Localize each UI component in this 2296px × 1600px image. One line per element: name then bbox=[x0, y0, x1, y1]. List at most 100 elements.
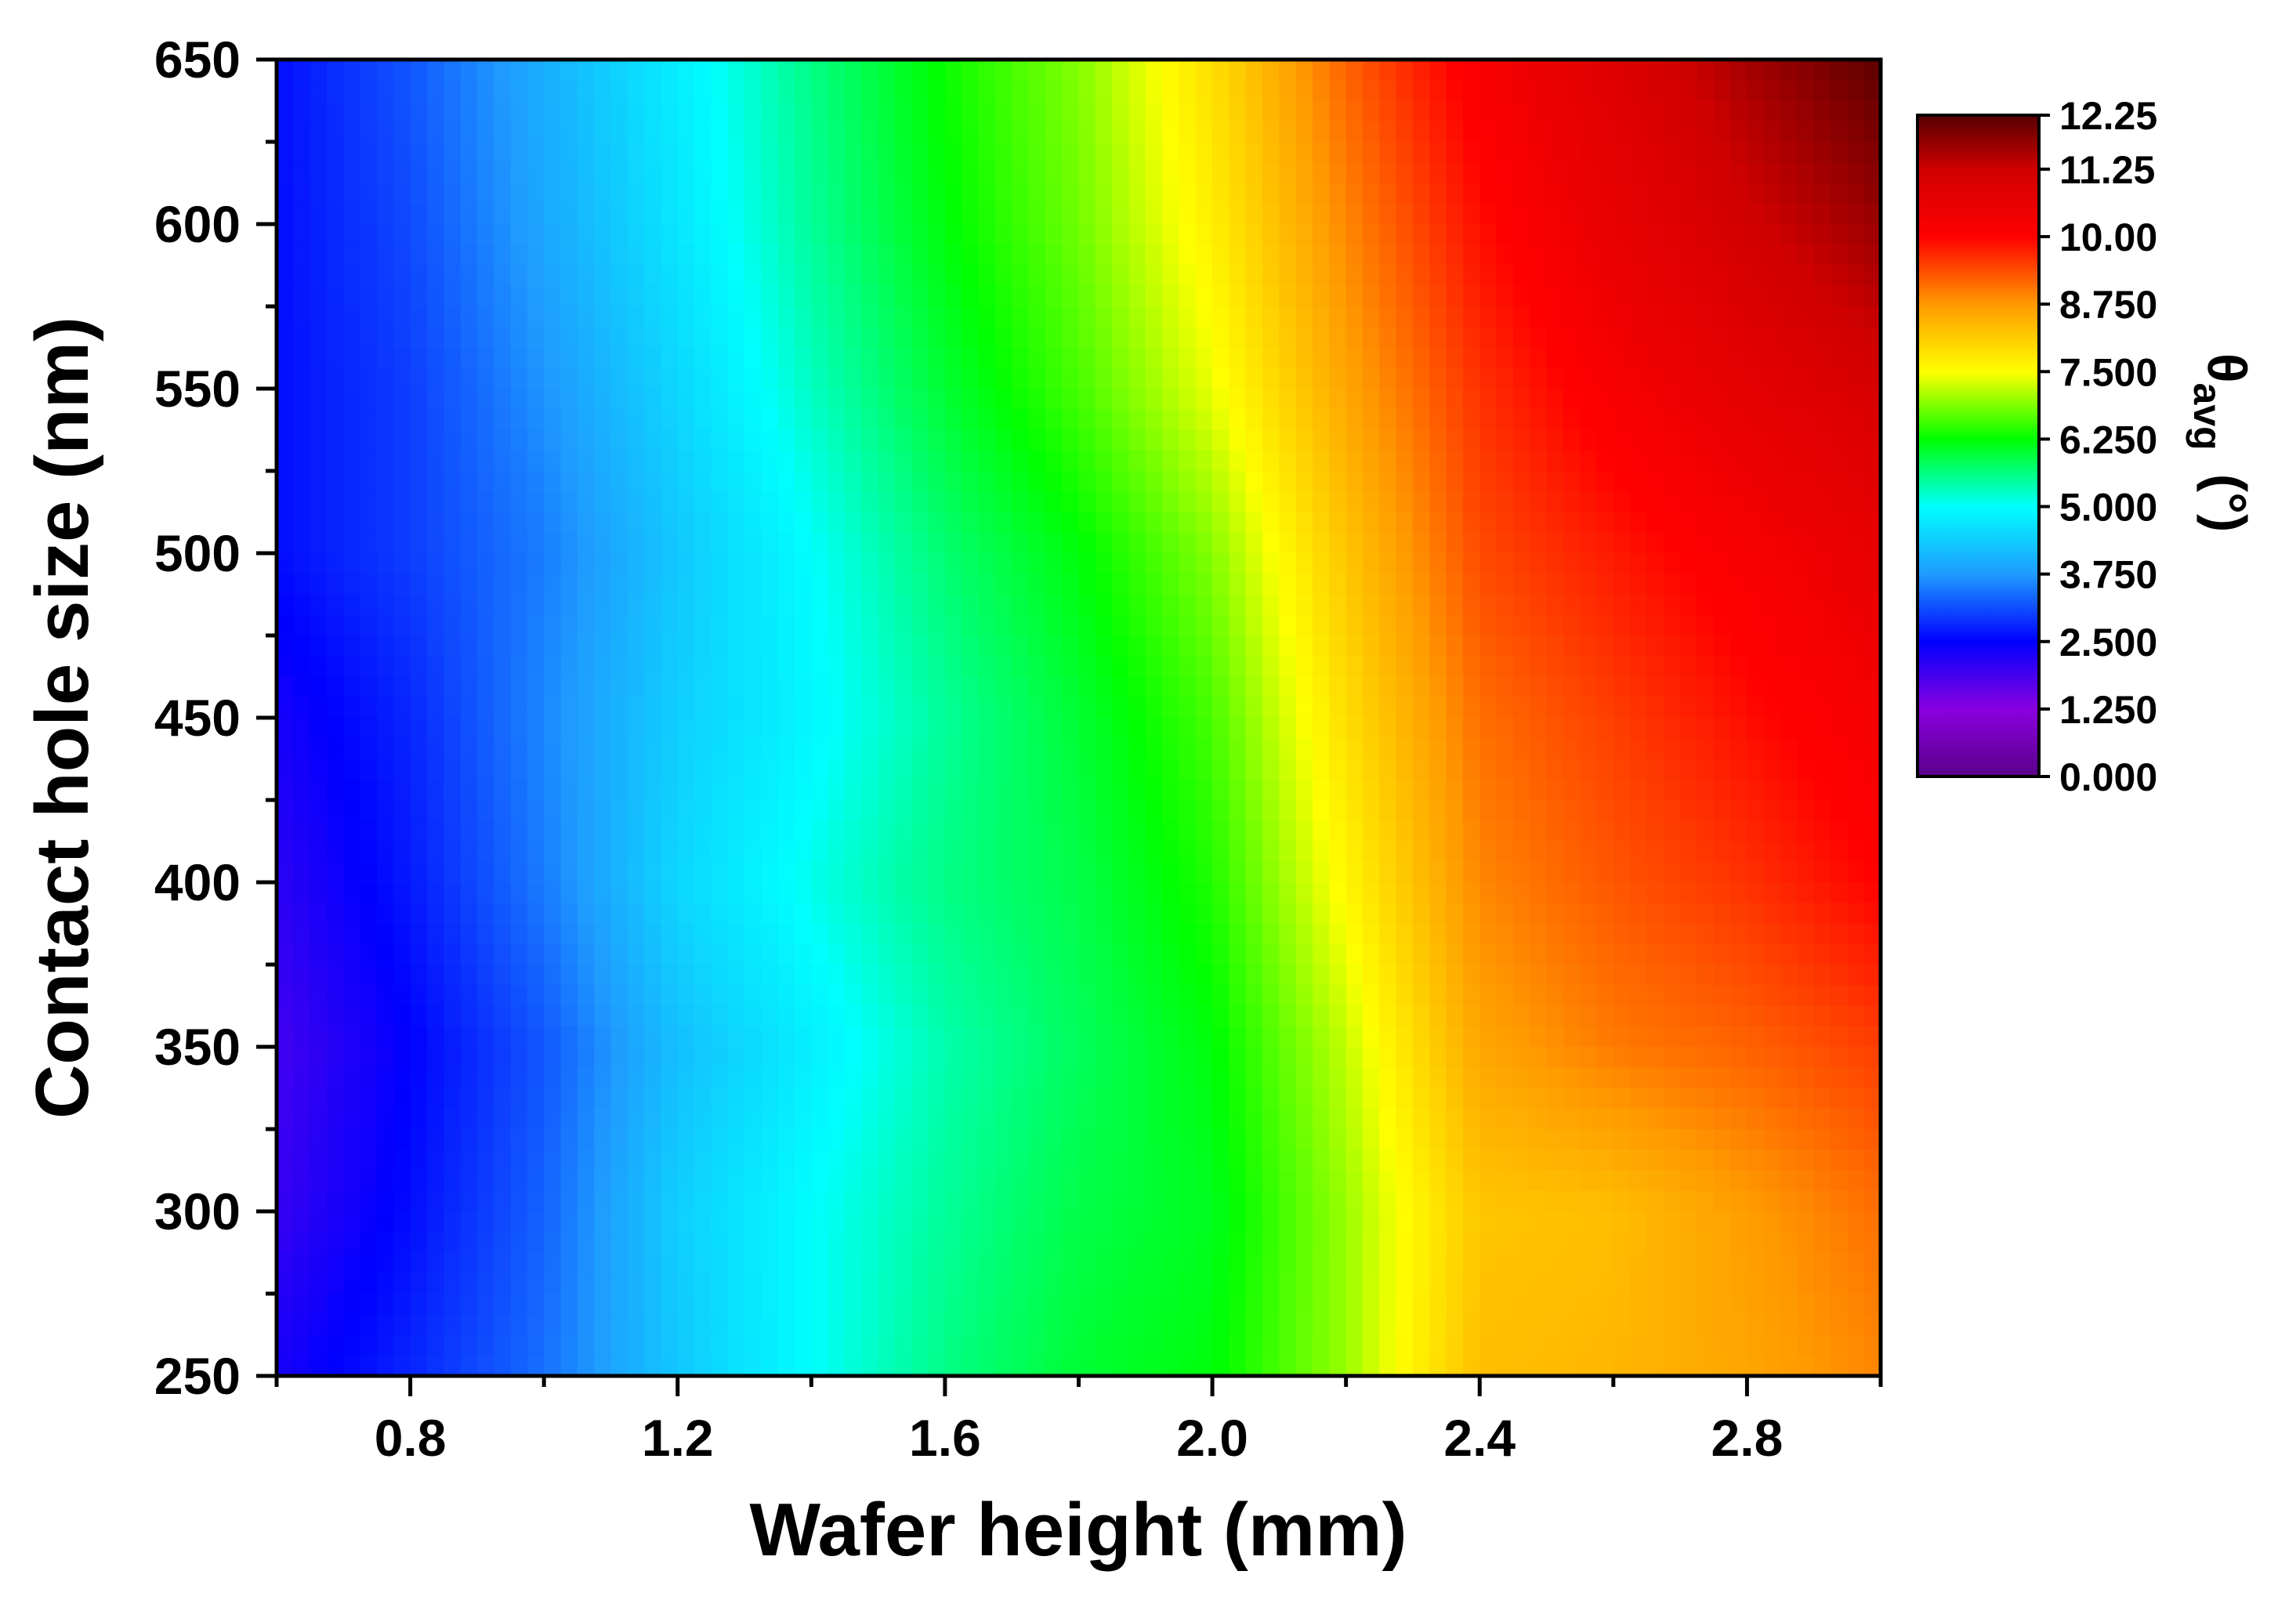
heatmap-cell bbox=[1847, 60, 1865, 81]
heatmap-cell bbox=[1747, 553, 1765, 575]
heatmap-cell bbox=[1095, 203, 1113, 225]
heatmap-cell bbox=[1713, 306, 1731, 328]
heatmap-cell bbox=[310, 594, 328, 616]
heatmap-cell bbox=[510, 1047, 528, 1069]
heatmap-cell bbox=[560, 882, 578, 904]
heatmap-cell bbox=[343, 450, 361, 472]
heatmap-cell bbox=[1045, 614, 1063, 636]
heatmap-cell bbox=[1530, 965, 1548, 986]
heatmap-cell bbox=[1329, 327, 1347, 349]
heatmap-cell bbox=[1128, 1047, 1146, 1069]
heatmap-cell bbox=[777, 244, 795, 266]
heatmap-cell bbox=[795, 183, 813, 205]
heatmap-cell bbox=[1396, 923, 1414, 945]
heatmap-cell bbox=[961, 409, 980, 431]
heatmap-cell bbox=[310, 1088, 328, 1110]
heatmap-cell bbox=[928, 450, 946, 472]
heatmap-cell bbox=[1813, 779, 1831, 801]
heatmap-cell bbox=[1412, 985, 1431, 1007]
heatmap-cell bbox=[661, 244, 679, 266]
heatmap-cell bbox=[761, 327, 779, 349]
heatmap-cell bbox=[1580, 1005, 1598, 1027]
heatmap-cell bbox=[1831, 676, 1849, 698]
heatmap-cell bbox=[1329, 882, 1347, 904]
heatmap-cell bbox=[1179, 965, 1197, 986]
heatmap-cell bbox=[1379, 183, 1397, 205]
heatmap-cell bbox=[1412, 450, 1431, 472]
heatmap-cell bbox=[1128, 943, 1146, 965]
heatmap-cell bbox=[343, 429, 361, 451]
heatmap-cell bbox=[1162, 203, 1180, 225]
heatmap-cell bbox=[1245, 800, 1263, 822]
heatmap-cell bbox=[1763, 1026, 1781, 1048]
heatmap-cell bbox=[1613, 471, 1631, 493]
heatmap-cell bbox=[1362, 676, 1381, 698]
heatmap-cell bbox=[1613, 60, 1631, 81]
heatmap-cell bbox=[1747, 1108, 1765, 1130]
heatmap-cell bbox=[1563, 820, 1581, 842]
heatmap-cell bbox=[1262, 676, 1280, 698]
heatmap-cell bbox=[777, 512, 795, 534]
heatmap-cell bbox=[1145, 697, 1163, 719]
heatmap-cell bbox=[376, 142, 395, 164]
heatmap-cell bbox=[1245, 285, 1263, 307]
heatmap-cell bbox=[1663, 697, 1681, 719]
heatmap-cell bbox=[277, 512, 295, 534]
heatmap-cell bbox=[310, 306, 328, 328]
heatmap-cell bbox=[1530, 532, 1548, 554]
heatmap-cell bbox=[293, 800, 311, 822]
heatmap-cell bbox=[1078, 1047, 1096, 1069]
heatmap-cell bbox=[894, 491, 913, 513]
heatmap-cell bbox=[494, 203, 512, 225]
heatmap-cell bbox=[1446, 162, 1464, 184]
heatmap-cell bbox=[828, 553, 846, 575]
heatmap-cell bbox=[494, 244, 512, 266]
heatmap-cell bbox=[1212, 429, 1230, 451]
heatmap-cell bbox=[1329, 923, 1347, 945]
heatmap-cell bbox=[727, 121, 745, 143]
heatmap-cell bbox=[1195, 1005, 1213, 1027]
heatmap-cell bbox=[594, 471, 612, 493]
heatmap-cell bbox=[944, 265, 963, 287]
heatmap-cell bbox=[1012, 512, 1030, 534]
heatmap-cell bbox=[460, 635, 478, 657]
heatmap-cell bbox=[994, 1088, 1013, 1110]
heatmap-cell bbox=[494, 409, 512, 431]
heatmap-cell bbox=[1212, 882, 1230, 904]
heatmap-cell bbox=[1345, 635, 1363, 657]
heatmap-cell bbox=[627, 1005, 645, 1027]
heatmap-cell bbox=[1813, 594, 1831, 616]
heatmap-cell bbox=[727, 203, 745, 225]
heatmap-cell bbox=[1763, 389, 1781, 411]
heatmap-cell bbox=[1095, 183, 1113, 205]
heatmap-cell bbox=[494, 306, 512, 328]
heatmap-cell bbox=[1713, 676, 1731, 698]
heatmap-cell bbox=[994, 676, 1013, 698]
heatmap-cell bbox=[444, 574, 462, 595]
heatmap-cell bbox=[1062, 409, 1080, 431]
heatmap-cell bbox=[1229, 1005, 1247, 1027]
heatmap-cell bbox=[1379, 820, 1397, 842]
heatmap-cell bbox=[1062, 1047, 1080, 1069]
heatmap-cell bbox=[544, 800, 562, 822]
heatmap-cell bbox=[1245, 244, 1263, 266]
heatmap-cell bbox=[761, 347, 779, 369]
heatmap-cell bbox=[610, 635, 628, 657]
heatmap-cell bbox=[1713, 327, 1731, 349]
heatmap-cell bbox=[510, 491, 528, 513]
heatmap-cell bbox=[510, 718, 528, 740]
heatmap-cell bbox=[494, 265, 512, 287]
heatmap-cell bbox=[343, 903, 361, 925]
heatmap-cell bbox=[594, 244, 612, 266]
heatmap-cell bbox=[1831, 183, 1849, 205]
heatmap-cell bbox=[1162, 635, 1180, 657]
heatmap-cell bbox=[1362, 224, 1381, 246]
heatmap-cell bbox=[1128, 676, 1146, 698]
heatmap-cell bbox=[1831, 820, 1849, 842]
heatmap-cell bbox=[1313, 656, 1331, 678]
heatmap-cell bbox=[994, 943, 1013, 965]
heatmap-cell bbox=[310, 820, 328, 842]
heatmap-cell bbox=[1512, 1005, 1531, 1027]
heatmap-cell bbox=[293, 1005, 311, 1027]
